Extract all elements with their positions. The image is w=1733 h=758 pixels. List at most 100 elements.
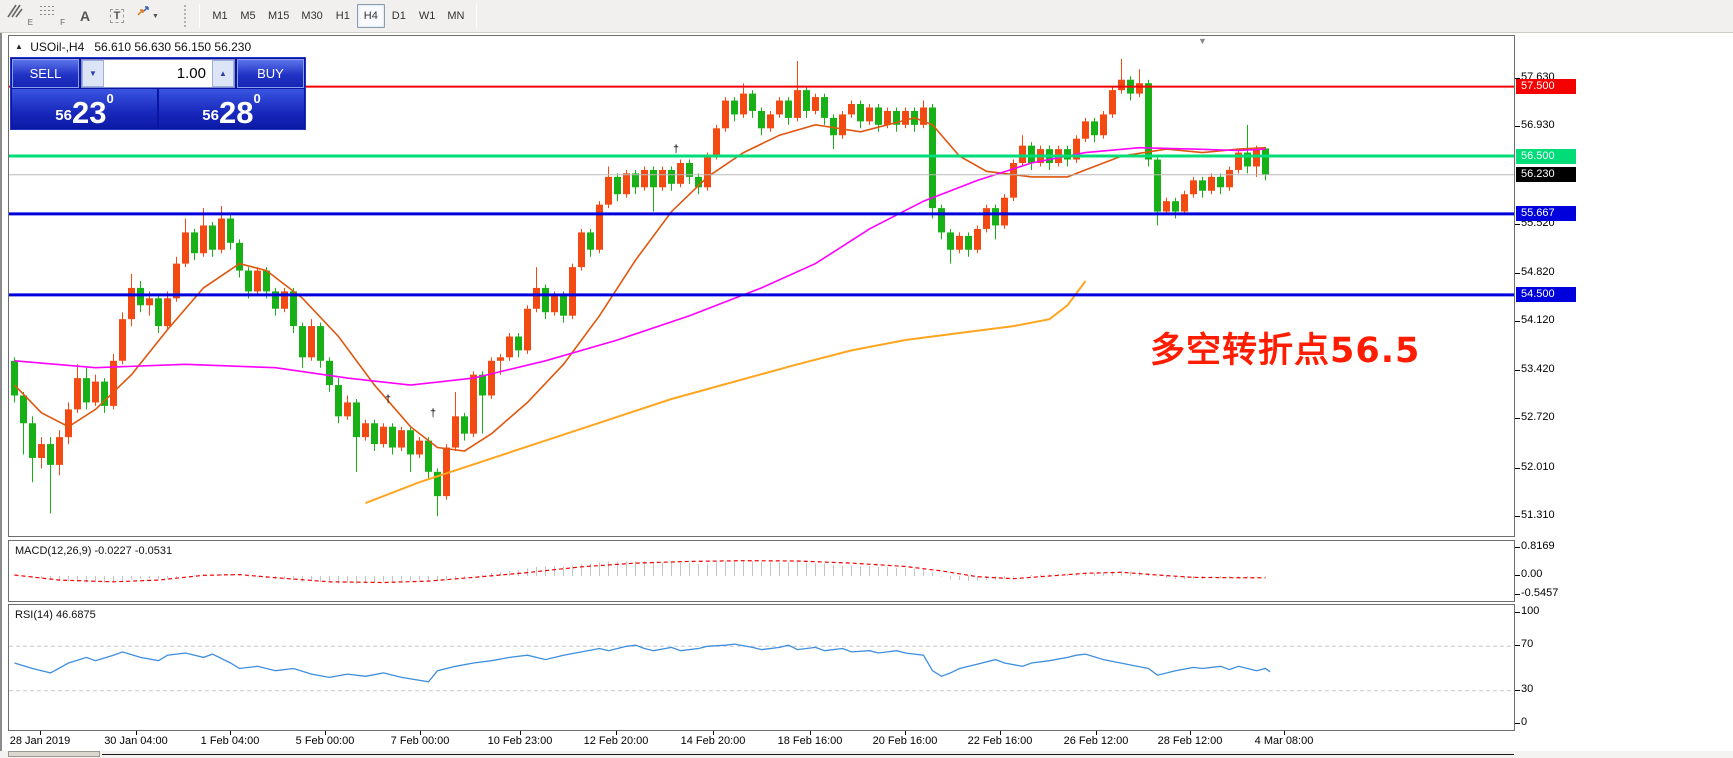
text-box-icon: T bbox=[109, 9, 125, 23]
time-tick-mark bbox=[810, 731, 811, 735]
time-axis-label: 14 Feb 20:00 bbox=[680, 735, 746, 747]
hatch-pattern-icon bbox=[7, 4, 23, 18]
toolbar-separator bbox=[199, 4, 200, 28]
chart-annotation-text: 多空转折点56.5 bbox=[1150, 331, 1421, 371]
macd-panel[interactable]: MACD(12,26,9) -0.0227 -0.0531 bbox=[8, 540, 1515, 602]
time-axis-label: 18 Feb 16:00 bbox=[777, 735, 843, 747]
time-tick-mark bbox=[1096, 731, 1097, 735]
chart-shift-marker-icon[interactable]: ▼ bbox=[1198, 36, 1207, 46]
price-badge: 54.500 bbox=[1516, 287, 1576, 303]
rsi-axis-label: 0 bbox=[1521, 716, 1528, 728]
volume-increase-button[interactable]: ▲ bbox=[212, 60, 234, 87]
letter-a-icon: A bbox=[79, 8, 91, 24]
time-axis-label: 7 Feb 00:00 bbox=[390, 735, 450, 747]
time-tick-mark bbox=[1284, 731, 1285, 735]
chart-header: ▲ USOil-,H4 56.610 56.630 56.150 56.230 bbox=[15, 40, 251, 54]
macd-chart-canvas[interactable] bbox=[9, 541, 1514, 601]
timeframe-button-d1[interactable]: D1 bbox=[391, 10, 406, 22]
text-box-button[interactable]: T bbox=[102, 3, 132, 29]
rsi-axis-label: 30 bbox=[1521, 682, 1534, 695]
candlestick-chart-canvas[interactable]: † † † bbox=[9, 36, 1514, 536]
arrow-objects-button[interactable]: ▼ bbox=[134, 3, 174, 29]
price-badge: 55.667 bbox=[1516, 206, 1576, 222]
toolbar-separator bbox=[476, 4, 478, 28]
price-tick-mark bbox=[1515, 516, 1520, 518]
volume-stepper: ▼ ▲ bbox=[81, 59, 235, 88]
price-tick-mark bbox=[1515, 467, 1520, 469]
svg-text:†: † bbox=[430, 407, 436, 419]
timeframe-button-m5[interactable]: M5 bbox=[240, 10, 256, 22]
sub-letter: F bbox=[60, 18, 65, 27]
price-badge: 57.500 bbox=[1516, 79, 1576, 95]
chart-ohlc-values: 56.610 56.630 56.150 56.230 bbox=[94, 40, 252, 54]
timeframe-button-mn[interactable]: MN bbox=[447, 10, 465, 22]
bid-quote-panel[interactable]: 56 23 0 bbox=[12, 89, 157, 128]
rsi-tick-mark bbox=[1515, 723, 1520, 724]
sub-letter: E bbox=[27, 18, 33, 27]
bid-price-big: 23 bbox=[71, 94, 107, 130]
price-tick-label: 52.720 bbox=[1521, 411, 1555, 424]
time-tick-mark bbox=[230, 731, 231, 735]
volume-decrease-button[interactable]: ▼ bbox=[82, 60, 104, 87]
price-badge: 56.500 bbox=[1516, 148, 1576, 164]
indicators-template-button[interactable]: E bbox=[6, 3, 36, 29]
sell-button[interactable]: SELL bbox=[12, 59, 79, 88]
macd-tick-mark bbox=[1515, 547, 1520, 549]
ask-price-major: 56 bbox=[202, 107, 219, 124]
macd-label: MACD(12,26,9) -0.0227 -0.0531 bbox=[15, 545, 173, 557]
timeframe-group: M1 M5 M15 M30 H1 H4 D1 W1 MN bbox=[206, 4, 470, 28]
timeframe-button-h4[interactable]: H4 bbox=[356, 4, 385, 28]
dot-grid-icon bbox=[40, 6, 54, 15]
time-axis-label: 28 Feb 12:00 bbox=[1157, 735, 1223, 747]
grid-template-button[interactable]: F bbox=[38, 3, 68, 29]
ask-quote-panel[interactable]: 56 28 0 bbox=[159, 89, 304, 128]
time-axis-label: 12 Feb 20:00 bbox=[583, 735, 649, 747]
rsi-axis-label: 70 bbox=[1521, 638, 1534, 651]
one-click-trading-panel: SELL ▼ ▲ BUY 56 23 0 56 28 0 bbox=[10, 57, 306, 130]
rsi-chart-canvas[interactable] bbox=[9, 605, 1514, 730]
arrows-icon bbox=[137, 6, 149, 16]
timeframe-button-w1[interactable]: W1 bbox=[418, 10, 436, 22]
bid-price-major: 56 bbox=[55, 107, 72, 124]
price-tick-label: 56.930 bbox=[1521, 119, 1555, 132]
buy-button[interactable]: BUY bbox=[237, 59, 304, 88]
toolbar-grip[interactable] bbox=[184, 5, 189, 27]
time-tick-mark bbox=[1000, 731, 1001, 735]
time-tick-mark bbox=[420, 731, 421, 735]
svg-text:†: † bbox=[385, 393, 391, 405]
volume-input[interactable] bbox=[104, 60, 212, 87]
ask-price-big: 28 bbox=[218, 94, 254, 130]
price-tick-label: 53.420 bbox=[1521, 362, 1555, 375]
price-tick-mark bbox=[1515, 321, 1520, 323]
time-axis-label: 26 Feb 12:00 bbox=[1063, 735, 1129, 747]
time-axis-label: 20 Feb 16:00 bbox=[872, 735, 938, 747]
time-axis-label: 5 Feb 00:00 bbox=[295, 735, 355, 747]
time-tick-mark bbox=[713, 731, 714, 735]
rsi-panel[interactable]: RSI(14) 46.6875 bbox=[8, 604, 1515, 731]
price-tick-mark bbox=[1515, 272, 1520, 274]
bid-price-pip: 0 bbox=[106, 91, 114, 106]
time-tick-mark bbox=[1190, 731, 1191, 735]
time-tick-mark bbox=[905, 731, 906, 735]
text-label-button[interactable]: A bbox=[70, 3, 100, 29]
time-axis-label: 30 Jan 04:00 bbox=[104, 735, 168, 747]
time-axis-label: 1 Feb 04:00 bbox=[200, 735, 260, 747]
time-axis-label: 4 Mar 08:00 bbox=[1254, 735, 1314, 747]
time-tick-mark bbox=[40, 731, 41, 735]
timeframe-button-m30[interactable]: M30 bbox=[301, 10, 323, 22]
horizontal-scrollbar-thumb[interactable] bbox=[8, 751, 100, 757]
price-tick-label: 54.120 bbox=[1521, 314, 1555, 327]
rsi-axis-label: 100 bbox=[1521, 605, 1540, 617]
macd-axis-label: 0.00 bbox=[1521, 568, 1543, 580]
price-tick-label: 52.010 bbox=[1521, 460, 1555, 473]
toolbar: E F A T ▼ M1 M5 M15 M30 H1 H4 D1 W1 MN bbox=[0, 0, 1733, 33]
price-badge: 56.230 bbox=[1516, 167, 1576, 183]
macd-axis-label: 0.8169 bbox=[1521, 540, 1555, 553]
timeframe-button-h1[interactable]: H1 bbox=[335, 10, 350, 22]
macd-tick-mark bbox=[1515, 575, 1520, 576]
timeframe-button-m1[interactable]: M1 bbox=[212, 10, 228, 22]
timeframe-button-m15[interactable]: M15 bbox=[268, 10, 290, 22]
price-tick-mark bbox=[1515, 418, 1520, 420]
time-tick-mark bbox=[136, 731, 137, 735]
ask-price-pip: 0 bbox=[253, 91, 261, 106]
